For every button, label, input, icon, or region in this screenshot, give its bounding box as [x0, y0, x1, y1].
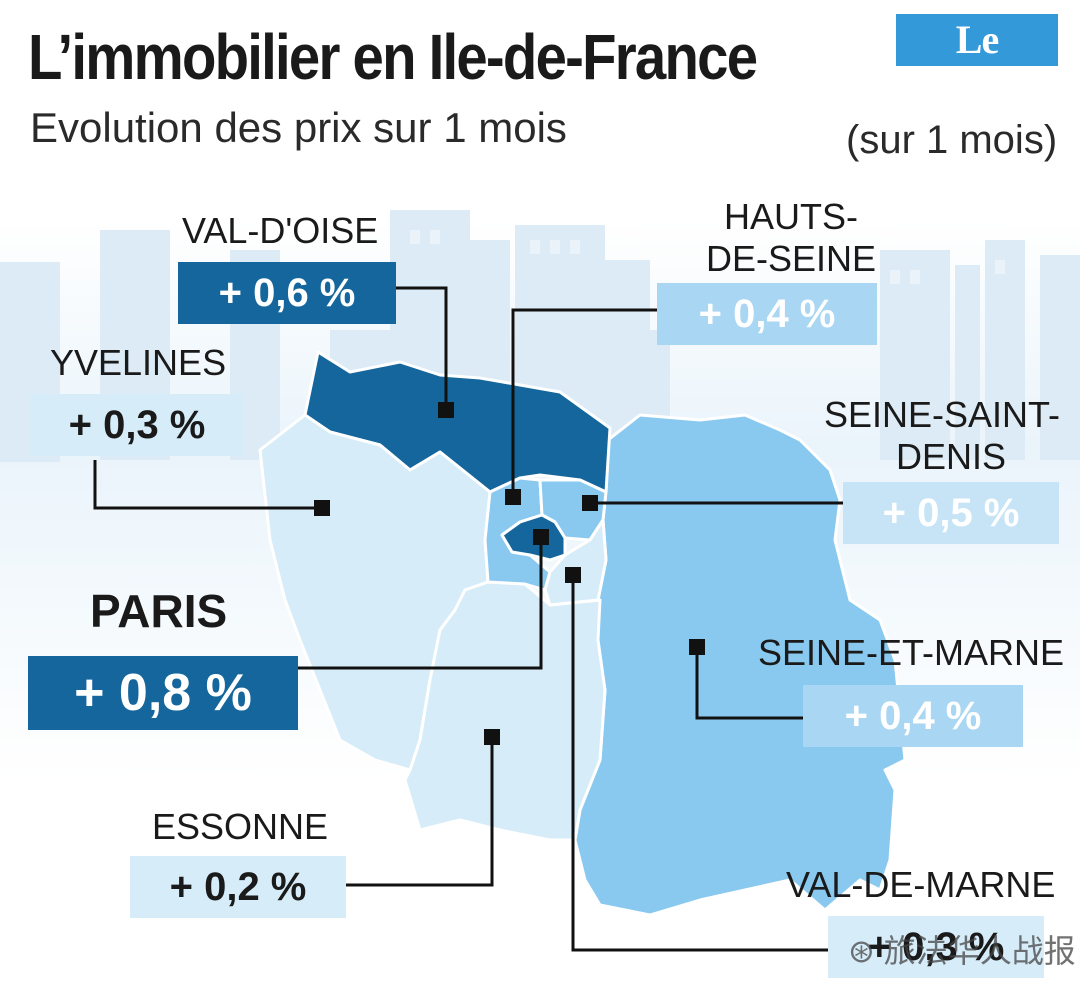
leader-essonne — [346, 737, 494, 887]
seine-saint-denis-price: + 0,5 % — [843, 482, 1059, 544]
leader-val-de-marne — [571, 575, 828, 952]
leader-seine-et-marne — [695, 647, 803, 720]
marker-hauts-de-seine — [505, 489, 521, 505]
val-d-oise-price: + 0,6 % — [178, 262, 396, 324]
val-de-marne-region[interactable] — [543, 518, 608, 607]
seine-saint-denis-label-line1: SEINE-SAINT- — [824, 394, 1061, 435]
seine-saint-denis-label-line2: DENIS — [895, 436, 1006, 477]
page-subtitle: Evolution des prix sur 1 mois — [30, 104, 567, 151]
period-note: (sur 1 mois) — [846, 118, 1058, 162]
paris-label: PARIS — [90, 585, 228, 637]
val-d-oise-label: VAL-D'OISE — [182, 210, 379, 251]
leader-paris — [298, 537, 543, 670]
val-de-marne-price: + 0,3 % — [828, 916, 1044, 978]
essonne-label: ESSONNE — [152, 806, 329, 847]
marker-seine-et-marne — [689, 639, 705, 655]
wechat-icon: ⊛ — [848, 933, 884, 969]
seine-et-marne-label: SEINE-ET-MARNE — [758, 632, 1065, 673]
yvelines-label: YVELINES — [50, 342, 227, 383]
wechat-watermark: ⊛ 旅法华人战报 — [848, 926, 1076, 972]
le-parisien-logo: Le Parisien — [896, 14, 1058, 114]
paris-price: + 0,8 % — [28, 656, 298, 730]
seine-et-marne-price: + 0,4 % — [803, 685, 1023, 747]
page-title: L’immobilier en Ile-de-France — [28, 21, 758, 93]
val-de-marne-label: VAL-DE-MARNE — [786, 864, 1056, 905]
yvelines-price: + 0,3 % — [30, 394, 244, 456]
marker-seine-saint-denis — [582, 495, 598, 511]
marker-val-de-marne — [565, 567, 581, 583]
leader-yvelines — [93, 460, 322, 510]
seine-saint-denis-label: SEINE-SAINT- DENIS — [824, 394, 1060, 478]
essonne-price: + 0,2 % — [130, 856, 346, 918]
hauts-de-seine-label-line2: DE-SEINE — [706, 238, 877, 279]
marker-essonne — [484, 729, 500, 745]
hauts-de-seine-label-line1: HAUTS- — [724, 196, 859, 237]
leader-hauts-de-seine — [511, 308, 657, 497]
hauts-de-seine-price: + 0,4 % — [657, 283, 877, 345]
marker-paris — [533, 529, 549, 545]
watermark-text: 旅法华人战报 — [883, 933, 1076, 969]
hauts-de-seine-label: HAUTS- DE-SEINE — [706, 196, 876, 280]
marker-yvelines — [314, 500, 330, 516]
leader-val-d-oise — [395, 286, 448, 410]
essonne-region[interactable] — [403, 580, 607, 842]
marker-val-d-oise — [438, 402, 454, 418]
